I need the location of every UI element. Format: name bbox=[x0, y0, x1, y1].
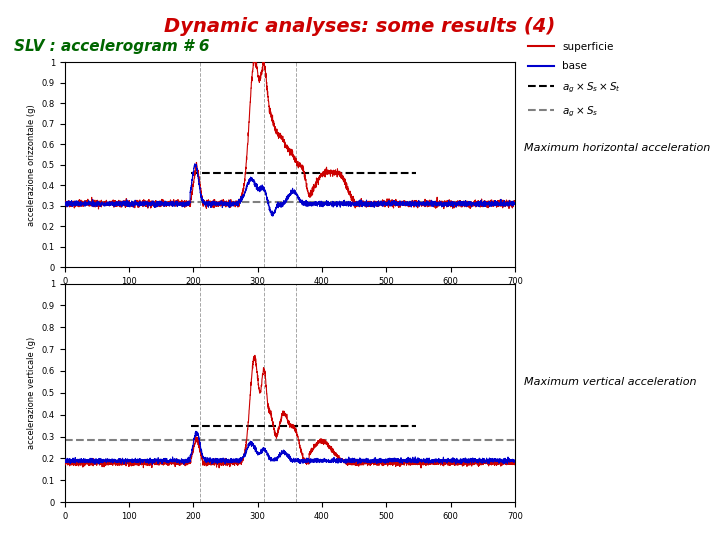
Text: Maximum vertical acceleration: Maximum vertical acceleration bbox=[523, 377, 696, 387]
Y-axis label: accelerazione verticale (g): accelerazione verticale (g) bbox=[27, 337, 36, 449]
Text: SLV : accelerogram # 6: SLV : accelerogram # 6 bbox=[14, 39, 210, 54]
Text: Dynamic analyses: some results (4): Dynamic analyses: some results (4) bbox=[164, 17, 556, 36]
Y-axis label: accelerazione orizzontale (g): accelerazione orizzontale (g) bbox=[27, 104, 36, 226]
Legend: superficie, base, $a_g \times S_s \times S_t$, $a_g \times S_s$: superficie, base, $a_g \times S_s \times… bbox=[523, 38, 626, 123]
Text: Maximum horizontal acceleration: Maximum horizontal acceleration bbox=[523, 143, 710, 153]
